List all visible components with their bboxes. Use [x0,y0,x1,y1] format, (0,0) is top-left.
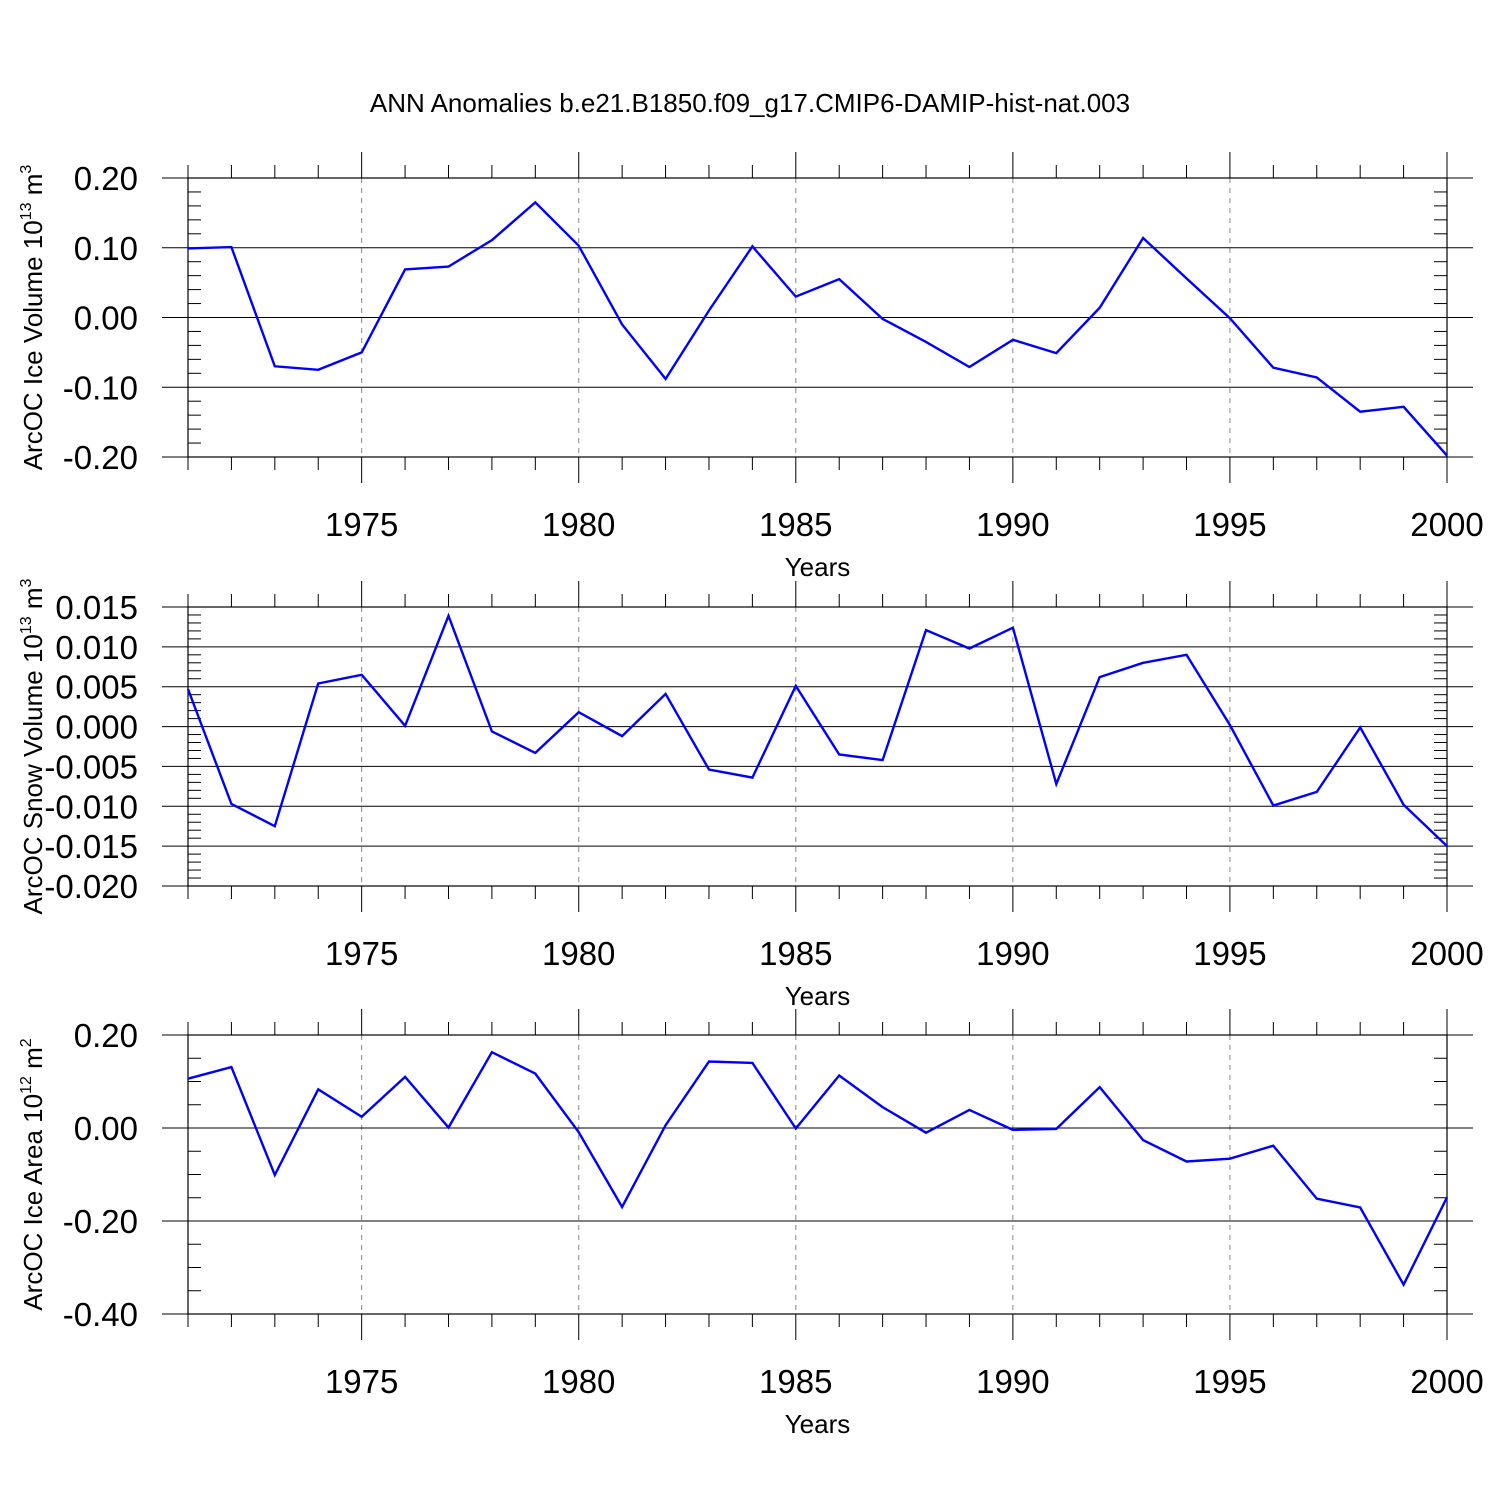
x-axis-title: Years [785,981,851,1011]
y-axis-title-main: ArcOC Ice Area 10 [18,1094,48,1311]
y-tick-label: 0.010 [55,629,138,666]
y-tick-label: 0.10 [74,230,138,267]
series-line [187,200,1448,457]
y-axis-title-unit-exponent: 3 [18,578,35,587]
x-tick-label: 1975 [325,935,398,972]
x-axis-title: Years [785,552,851,582]
y-axis-title-exponent: 13 [18,616,35,634]
y-tick-label: -0.20 [63,439,138,476]
y-tick-label: -0.010 [44,788,138,825]
y-axis-title-main: ArcOC Snow Volume 10 [18,634,48,914]
y-axis-title: ArcOC Ice Area 1012 m2 [18,1038,48,1310]
x-tick-label: 1995 [1193,1363,1266,1400]
x-tick-label: 2000 [1410,1363,1483,1400]
panel-arcoc-ice-area: -0.40 -0.20 0.00 0.20 1975 1980 1985 1990 1995 20… [18,1009,1484,1439]
y-axis-title-unit: m [18,174,48,203]
plot-frame [187,606,1448,887]
x-tick-label: 2000 [1410,506,1483,543]
plot-frame [187,177,1448,458]
y-tick-label: -0.005 [44,748,138,785]
y-tick-label: 0.20 [74,1017,138,1054]
series-line [186,612,1448,847]
plot-frame [187,1034,1448,1315]
x-tick-label: 1975 [325,1363,398,1400]
x-tick-label: 1985 [759,506,832,543]
y-axis-title-unit: m [18,1047,48,1076]
y-tick-label: 0.015 [55,589,138,626]
x-axis-title: Years [785,1409,851,1439]
y-tick-label: 0.00 [74,300,138,337]
y-axis-title-unit-exponent: 3 [18,165,35,174]
y-tick-label: -0.40 [63,1296,138,1333]
y-tick-label: 0.000 [55,709,138,746]
x-tick-label: 1995 [1193,506,1266,543]
y-tick-label: 0.00 [74,1110,138,1147]
y-tick-label: 0.005 [55,669,138,706]
y-tick-label: -0.020 [44,868,138,905]
y-axis-title-unit: m [18,587,48,616]
y-axis-title-exponent: 13 [18,202,35,220]
x-tick-label: 1980 [542,1363,615,1400]
x-tick-label: 1995 [1193,935,1266,972]
series-line [187,1050,1449,1288]
panel-arcoc-snow-volume: -0.020-0.015-0.010-0.0050.0000.0050.0100… [18,578,1484,1011]
y-axis-title-main: ArcOC Ice Volume 10 [18,220,48,470]
x-tick-label: 1985 [759,935,832,972]
y-axis-title: ArcOC Ice Volume 1013 m3 [18,165,48,471]
y-tick-label: 0.20 [74,160,138,197]
x-tick-label: 1985 [759,1363,832,1400]
x-tick-label: 1980 [542,935,615,972]
y-tick-label: -0.015 [44,828,138,865]
y-axis-title-unit-exponent: 2 [18,1038,35,1047]
x-tick-label: 2000 [1410,935,1483,972]
y-axis-title-exponent: 12 [18,1076,35,1094]
x-tick-label: 1990 [976,935,1049,972]
y-axis-title: ArcOC Snow Volume 1013 m3 [18,578,48,914]
x-tick-label: 1980 [542,506,615,543]
panel-arcoc-ice-volume: -0.20 -0.10 0.00 0.10 0.20 1975 1980 1985 1990 19… [18,152,1484,582]
y-tick-label: -0.10 [63,369,138,406]
x-tick-label: 1975 [325,506,398,543]
y-tick-label: -0.20 [63,1203,138,1240]
x-tick-label: 1990 [976,1363,1049,1400]
chart-title: ANN Anomalies b.e21.B1850.f09_g17.CMIP6-… [370,88,1130,118]
x-tick-label: 1990 [976,506,1049,543]
